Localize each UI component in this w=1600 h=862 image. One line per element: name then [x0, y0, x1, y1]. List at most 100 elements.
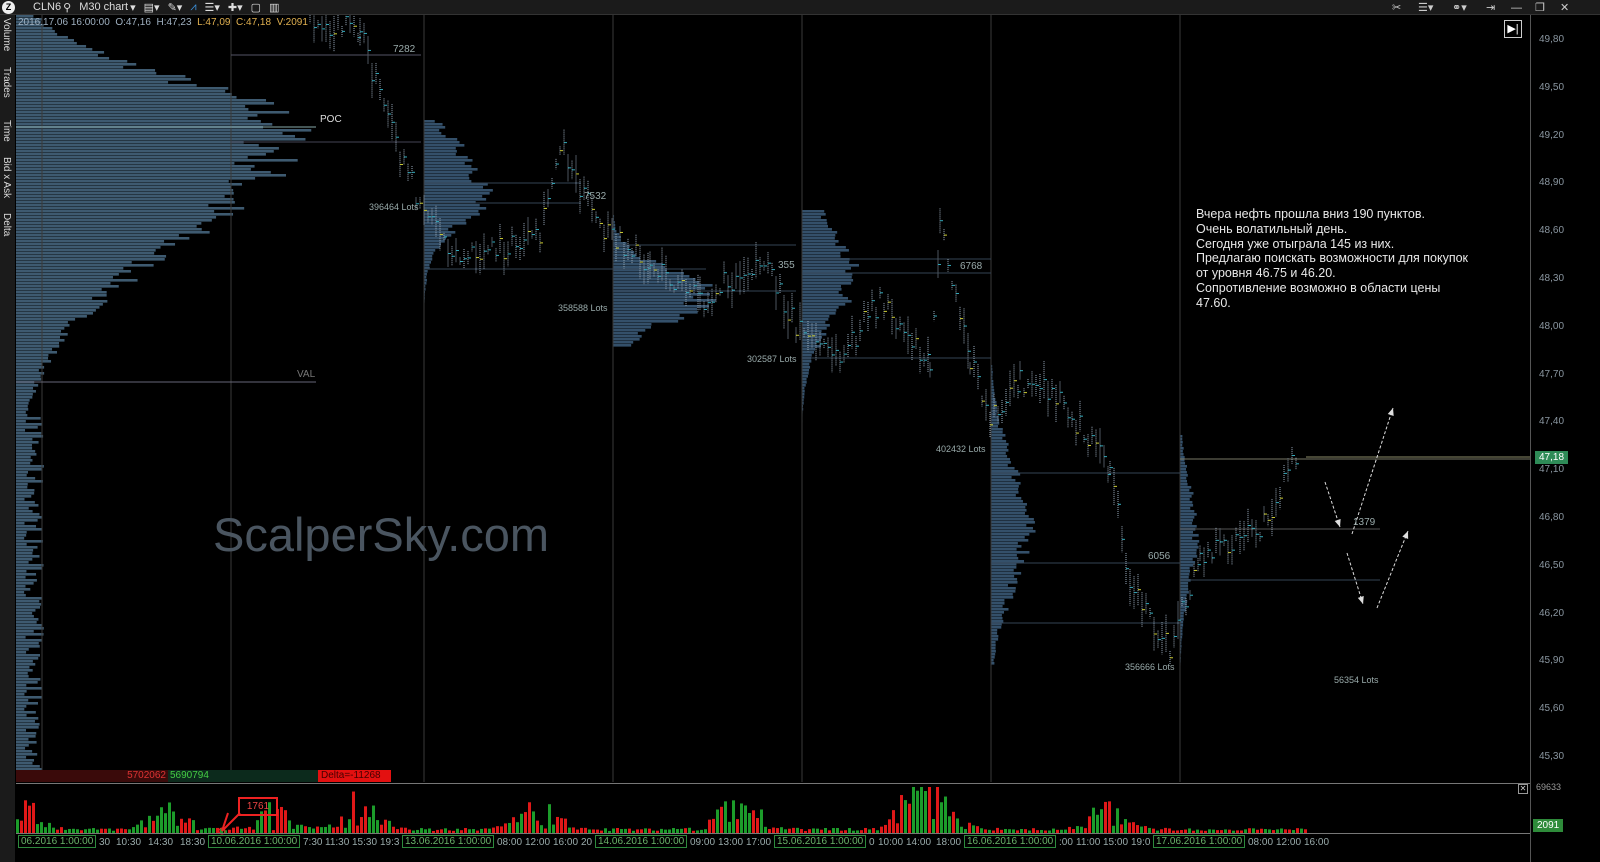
profile-bar	[991, 380, 994, 383]
profile-bar	[16, 693, 25, 696]
profile-bar	[16, 318, 76, 321]
layout-icon[interactable]: ▥	[269, 1, 280, 14]
profile-bar	[16, 270, 131, 273]
profile-bar	[613, 305, 709, 308]
volume-bar	[328, 824, 331, 833]
profile-bar	[802, 222, 828, 225]
volume-bar	[40, 822, 43, 833]
price-chart[interactable]	[16, 15, 1530, 782]
volume-bar	[1052, 828, 1055, 833]
volume-bar	[24, 800, 27, 833]
profile-bar	[802, 273, 853, 276]
level-label: 6056	[1148, 551, 1171, 562]
time-tick: 09:00	[690, 837, 716, 848]
time-axis[interactable]: 06.2016 1:00:00 30 10:30 14:30 18:30 10.06.20…	[16, 833, 1530, 862]
volume-bar	[1132, 822, 1135, 833]
profile-bar	[16, 324, 70, 327]
tab-trades[interactable]: Trades	[1, 67, 12, 98]
volume-bar	[264, 810, 267, 833]
price-axis[interactable]: 49,80 49,50 49,20 48,90 48,60 48,30 48,00 47,70…	[1530, 15, 1600, 862]
profile-bar	[16, 726, 39, 729]
profile-bar	[16, 90, 226, 93]
restore-icon[interactable]: ❐	[1535, 2, 1545, 14]
search-icon: ⚲	[63, 1, 72, 14]
profile-bar	[991, 515, 1029, 518]
profile-bar	[16, 765, 40, 768]
pencil-icon[interactable]: ✎▾	[167, 1, 183, 14]
profile-bar	[16, 462, 31, 465]
volume-bar	[1104, 801, 1107, 833]
link-icon[interactable]: ⚭▾	[1452, 2, 1467, 14]
profile-bar	[991, 662, 995, 665]
tab-bid-ask[interactable]: Bid x Ask	[1, 157, 12, 199]
volume-bar	[812, 828, 815, 833]
volume-bar	[304, 826, 307, 833]
profile-bar	[991, 518, 1034, 521]
volume-bar	[448, 830, 451, 833]
price-tick: 45,60	[1539, 703, 1565, 715]
profile-bar	[991, 641, 996, 644]
volume-bar	[232, 827, 235, 833]
profile-bar	[16, 366, 45, 369]
profile-bar	[16, 87, 229, 90]
time-tick: 14:30	[148, 837, 174, 848]
profile-bar	[424, 213, 480, 216]
profile-bar	[16, 252, 155, 255]
profile-bar	[802, 408, 804, 411]
list-icon[interactable]: ☰▾	[1418, 2, 1434, 14]
profile-bar	[991, 395, 994, 398]
profile-bar	[613, 320, 679, 323]
line-chart-icon[interactable]: ⩘	[190, 0, 197, 13]
profile-bar	[16, 504, 39, 507]
symbol-selector[interactable]: CLN6 ⚲	[33, 1, 71, 14]
arrow-line	[1376, 530, 1409, 609]
crosshair-icon[interactable]: ✚▾	[227, 1, 243, 14]
volume-bar	[1200, 830, 1203, 833]
volume-bar	[704, 829, 707, 833]
profile-bar	[16, 669, 33, 672]
volume-bar	[56, 829, 59, 833]
profile-bar	[16, 264, 154, 267]
volume-bar	[588, 829, 591, 833]
volume-bar	[976, 826, 979, 833]
volume-bar	[368, 817, 371, 833]
profile-bar	[991, 410, 998, 413]
profile-bar	[16, 564, 44, 567]
buy-volume: 5690794	[168, 770, 318, 782]
profile-bar	[613, 338, 640, 341]
profile-bar	[16, 390, 36, 393]
volume-bar	[160, 807, 163, 833]
volume-bar	[1152, 828, 1155, 833]
tab-time[interactable]: Time	[1, 120, 12, 142]
window-icon[interactable]: ▢	[250, 1, 262, 14]
app-logo-icon[interactable]: Z	[2, 0, 15, 14]
tab-volume[interactable]: Volume	[1, 18, 12, 52]
profile-bar	[16, 297, 93, 300]
tab-delta[interactable]: Delta	[1, 213, 12, 237]
profile-bar	[16, 294, 107, 297]
profile-bar	[802, 330, 822, 333]
timeframe-dropdown[interactable]: M30 chart ▾	[79, 1, 136, 14]
profile-bar	[1180, 642, 1182, 645]
volume-bar	[360, 817, 363, 833]
profile-bar	[613, 344, 632, 347]
volume-bar	[120, 828, 123, 833]
volume-bar	[88, 828, 91, 833]
bars-icon[interactable]: ☰▾	[204, 1, 220, 14]
volume-bar	[680, 828, 683, 833]
monitor-icon[interactable]: ▤▾	[143, 1, 160, 14]
profile-bar	[16, 360, 52, 363]
profile-bar	[1180, 588, 1189, 591]
close-pane-icon[interactable]: ✕	[1518, 784, 1528, 794]
scroll-to-end-button[interactable]: ▶|	[1504, 20, 1522, 38]
profile-bar	[802, 219, 827, 222]
volume-bar	[1280, 828, 1283, 833]
profile-bar	[16, 468, 42, 471]
close-icon[interactable]: ✕	[1560, 2, 1570, 14]
volume-bar	[1048, 830, 1051, 833]
pin-icon[interactable]: ⇥	[1486, 2, 1496, 14]
volume-bar	[380, 824, 383, 833]
minimize-icon[interactable]: —	[1511, 1, 1522, 14]
tools-icon[interactable]: ✂	[1392, 2, 1402, 14]
profile-bar	[802, 381, 807, 384]
